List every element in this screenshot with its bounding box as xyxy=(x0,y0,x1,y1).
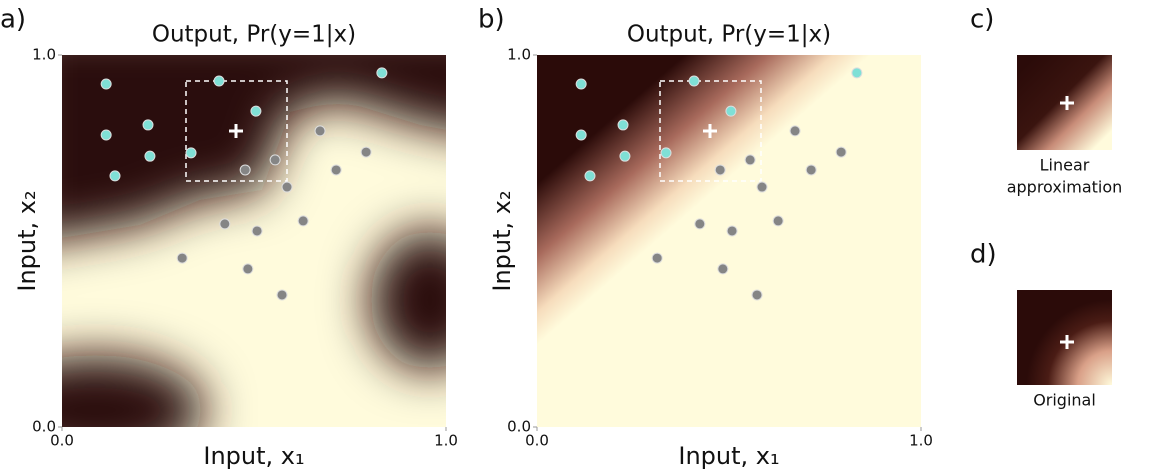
data-point xyxy=(269,154,281,166)
data-point xyxy=(144,150,156,162)
data-point xyxy=(835,146,847,158)
data-point xyxy=(314,125,326,137)
y-tick-label: 1.0 xyxy=(32,46,56,64)
data-point xyxy=(619,150,631,162)
data-point xyxy=(219,218,231,230)
data-point xyxy=(744,154,756,166)
y-tick-label: 1.0 xyxy=(507,46,531,64)
x-axis-label: Input, x₁ xyxy=(678,442,779,470)
data-point xyxy=(725,105,737,117)
data-point xyxy=(717,263,729,275)
x-axis-label: Input, x₁ xyxy=(203,442,304,470)
heatmap-d xyxy=(1017,290,1112,385)
data-point xyxy=(688,75,700,87)
panel-label: d) xyxy=(970,240,997,270)
annotations xyxy=(185,80,1074,349)
y-axis-label: Input, x₂ xyxy=(488,190,516,291)
data-point xyxy=(360,146,372,158)
data-point xyxy=(276,289,288,301)
data-point xyxy=(100,78,112,90)
data-point xyxy=(575,129,587,141)
data-point xyxy=(772,215,784,227)
panel-label: a) xyxy=(0,5,26,35)
chart-title: Output, Pr(y=1|x) xyxy=(627,22,831,48)
data-point xyxy=(751,289,763,301)
data-point xyxy=(714,164,726,176)
heatmap-b xyxy=(537,55,921,427)
data-point xyxy=(213,75,225,87)
x-tick-label: 0.0 xyxy=(525,432,549,450)
data-point xyxy=(617,119,629,131)
data-point xyxy=(330,164,342,176)
data-point xyxy=(250,105,262,117)
panel-label: c) xyxy=(970,5,994,35)
data-point xyxy=(239,164,251,176)
x-tick-label: 1.0 xyxy=(434,432,458,450)
data-point xyxy=(281,181,293,193)
data-point xyxy=(651,252,663,264)
data-point xyxy=(176,252,188,264)
data-point xyxy=(805,164,817,176)
data-point xyxy=(575,78,587,90)
data-point xyxy=(694,218,706,230)
data-point xyxy=(584,170,596,182)
caption: Linear xyxy=(1040,156,1090,175)
data-point xyxy=(251,225,263,237)
panel-label: b) xyxy=(478,5,505,35)
data-point xyxy=(297,215,309,227)
data-point xyxy=(851,67,863,79)
data-point xyxy=(376,67,388,79)
data-point xyxy=(142,119,154,131)
chart-title: Output, Pr(y=1|x) xyxy=(152,22,356,48)
x-tick-label: 0.0 xyxy=(50,432,74,450)
data-point xyxy=(242,263,254,275)
y-tick-label: 0.0 xyxy=(32,418,56,436)
data-point xyxy=(660,147,672,159)
y-axis-label: Input, x₂ xyxy=(13,190,41,291)
x-tick-label: 1.0 xyxy=(909,432,933,450)
y-tick-label: 0.0 xyxy=(507,418,531,436)
data-point xyxy=(185,147,197,159)
caption: Original xyxy=(1033,391,1096,410)
data-point xyxy=(726,225,738,237)
data-point xyxy=(109,170,121,182)
data-point xyxy=(100,129,112,141)
data-point xyxy=(789,125,801,137)
heatmap-a xyxy=(62,55,446,427)
data-point xyxy=(756,181,768,193)
caption: approximation xyxy=(1007,178,1123,197)
